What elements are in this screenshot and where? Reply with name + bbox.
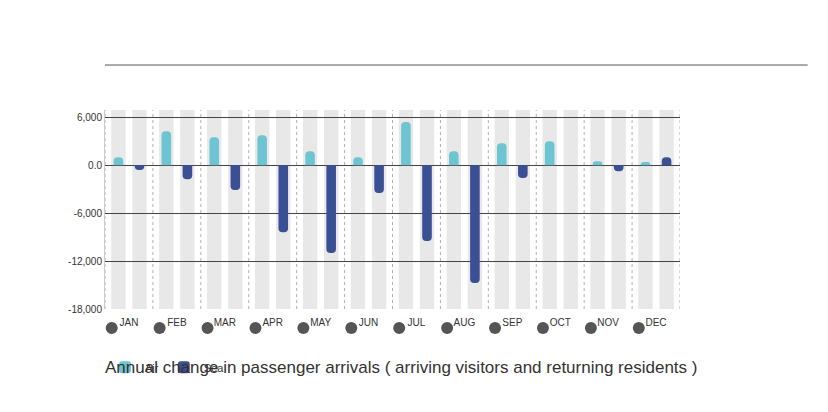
svg-text:MAR: MAR <box>214 317 236 328</box>
svg-text:JUN: JUN <box>359 317 378 328</box>
svg-text:-6,000: -6,000 <box>74 208 103 219</box>
svg-text:AUG: AUG <box>454 317 476 328</box>
svg-text:JUL: JUL <box>408 317 426 328</box>
svg-text:Annual change in passenger arr: Annual change in passenger arrivals ( ar… <box>105 358 697 377</box>
svg-text:6,000: 6,000 <box>77 112 102 123</box>
svg-text:Sea: Sea <box>204 362 224 374</box>
svg-text:JAN: JAN <box>120 317 139 328</box>
svg-text:Air: Air <box>145 362 159 374</box>
svg-text:NOV: NOV <box>597 317 619 328</box>
svg-text:SEP: SEP <box>502 317 522 328</box>
svg-text:APR: APR <box>262 317 283 328</box>
svg-text:MAY: MAY <box>310 317 331 328</box>
svg-text:OCT: OCT <box>550 317 571 328</box>
svg-text:0.0: 0.0 <box>88 160 102 171</box>
svg-text:DEC: DEC <box>645 317 666 328</box>
svg-text:FEB: FEB <box>167 317 187 328</box>
svg-text:-12,000: -12,000 <box>68 256 102 267</box>
svg-text:-18,000: -18,000 <box>68 304 102 315</box>
